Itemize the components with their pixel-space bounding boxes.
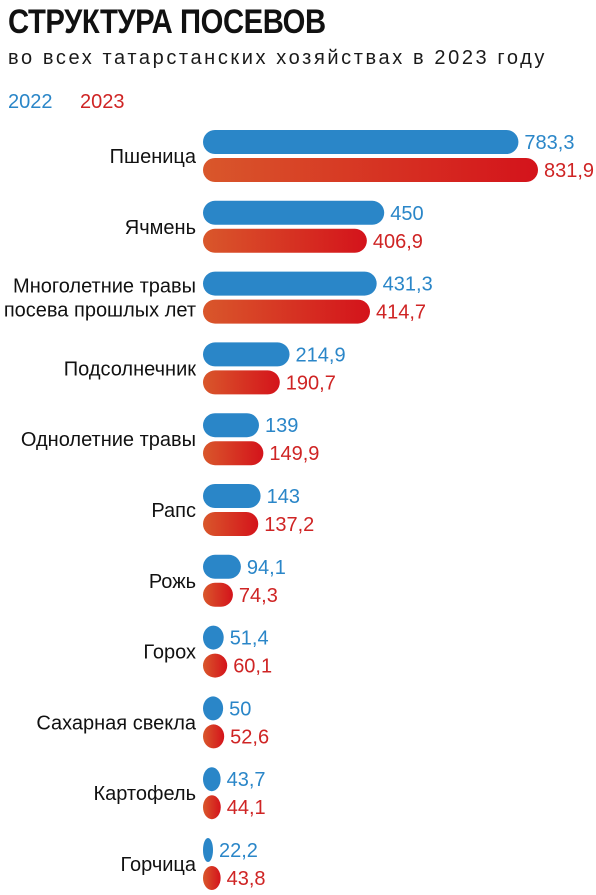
data-label-2023: 137,2 xyxy=(264,514,314,536)
bars-layer: Пшеница 783,3 831,9 Ячмень 450 406,9 Многолетн… xyxy=(4,130,594,890)
data-label-2022: 783,3 xyxy=(524,132,574,154)
data-label-2022: 22,2 xyxy=(219,840,258,862)
data-label-2023: 414,7 xyxy=(376,302,426,324)
bar-2022 xyxy=(203,130,519,154)
bar-2023 xyxy=(203,228,367,253)
data-label-2023: 74,3 xyxy=(239,585,278,607)
bar-2023 xyxy=(203,512,259,536)
category-label: Рожь xyxy=(149,571,196,593)
bar-2023 xyxy=(203,653,228,678)
chart-subtitle: во всех татарстанских хозяйствах в 2023 … xyxy=(8,47,548,69)
bar-2023 xyxy=(203,724,225,749)
data-label-2022: 214,9 xyxy=(296,344,346,366)
data-label-2023: 44,1 xyxy=(227,797,266,819)
data-label-2023: 149,9 xyxy=(269,443,319,465)
data-label-2023: 52,6 xyxy=(230,726,269,748)
category-label: Подсолнечник xyxy=(64,358,196,380)
bar-2022 xyxy=(203,838,213,862)
data-label-2022: 139 xyxy=(265,415,298,437)
bar-2023 xyxy=(203,158,538,182)
bar-2022 xyxy=(203,271,377,296)
bar-2022 xyxy=(203,413,259,438)
bar-2023 xyxy=(203,582,233,607)
category-label: Горох xyxy=(143,642,196,664)
legend-item-2022: 2022 xyxy=(8,91,53,113)
bar-2022 xyxy=(203,484,261,508)
category-label: Картофель xyxy=(93,783,196,805)
data-label-2022: 51,4 xyxy=(230,628,269,650)
bar-2022 xyxy=(203,696,224,721)
data-label-2023: 43,8 xyxy=(227,868,266,890)
category-label: Сахарная свекла xyxy=(36,712,197,734)
bar-2023 xyxy=(203,299,370,324)
bar-2022 xyxy=(203,342,290,367)
chart-title: СТРУКТУРА ПОСЕВОВ xyxy=(8,3,326,41)
category-label: Однолетние травы xyxy=(21,429,196,451)
category-label: Многолетние травы посева прошлых лет xyxy=(4,276,196,322)
data-label-2023: 406,9 xyxy=(373,231,423,253)
bar-2023 xyxy=(203,441,264,466)
category-label: Горчица xyxy=(121,854,197,876)
data-label-2023: 831,9 xyxy=(544,160,594,182)
bar-2023 xyxy=(203,795,221,820)
data-label-2022: 431,3 xyxy=(383,274,433,296)
bar-2022 xyxy=(203,554,241,579)
data-label-2023: 190,7 xyxy=(286,372,336,394)
data-label-2022: 450 xyxy=(390,203,423,225)
data-label-2022: 94,1 xyxy=(247,557,286,579)
data-label-2023: 60,1 xyxy=(233,656,272,678)
bar-2023 xyxy=(203,370,280,395)
data-label-2022: 143 xyxy=(267,486,300,508)
category-label: Пшеница xyxy=(110,146,197,168)
data-label-2022: 50 xyxy=(229,698,251,720)
category-label: Ячмень xyxy=(125,217,196,239)
legend-item-2023: 2023 xyxy=(80,91,125,113)
bar-2022 xyxy=(203,200,385,225)
bar-2023 xyxy=(203,866,221,890)
data-label-2022: 43,7 xyxy=(227,769,266,791)
bar-2022 xyxy=(203,625,224,650)
category-label: Рапс xyxy=(151,500,196,522)
bar-2022 xyxy=(203,767,221,792)
